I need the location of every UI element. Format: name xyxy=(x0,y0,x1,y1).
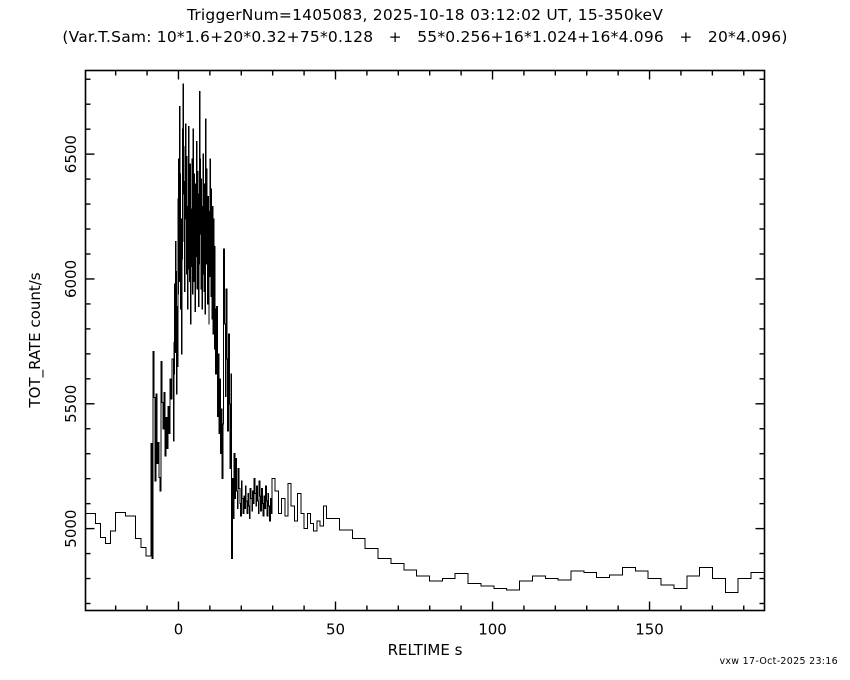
x-tick-label: 100 xyxy=(478,621,507,639)
plot-title-block: TriggerNum=1405083, 2025-10-18 03:12:02 … xyxy=(0,4,850,48)
y-tick-label: 6000 xyxy=(62,260,80,298)
plot-frame-box xyxy=(84,69,766,612)
x-tick-label: 150 xyxy=(635,621,664,639)
y-tick-label: 5000 xyxy=(62,510,80,548)
plot-title-line-1: TriggerNum=1405083, 2025-10-18 03:12:02 … xyxy=(186,6,664,24)
y-tick-label: 5500 xyxy=(62,385,80,423)
x-tick-label: 0 xyxy=(174,621,184,639)
x-axis-label: RELTIME s xyxy=(388,641,463,659)
x-axis-ticks xyxy=(114,70,745,611)
data-series-layer xyxy=(85,83,765,593)
y-axis-tick-labels: 5000 5500 6000 6500 xyxy=(62,135,80,548)
y-tick-label: 6500 xyxy=(62,135,80,173)
data-series-line xyxy=(85,83,765,593)
x-axis-tick-labels: 0 50 100 150 xyxy=(174,621,664,639)
y-axis-ticks xyxy=(85,78,765,605)
x-tick-label: 50 xyxy=(326,621,345,639)
y-axis-label: TOT_RATE count/s xyxy=(26,272,45,408)
render-timestamp: vxw 17-Oct-2025 23:16 xyxy=(719,656,838,667)
plot-title-line-2: (Var.T.Sam: 10*1.6+20*0.32+75*0.128 + 55… xyxy=(62,28,788,46)
